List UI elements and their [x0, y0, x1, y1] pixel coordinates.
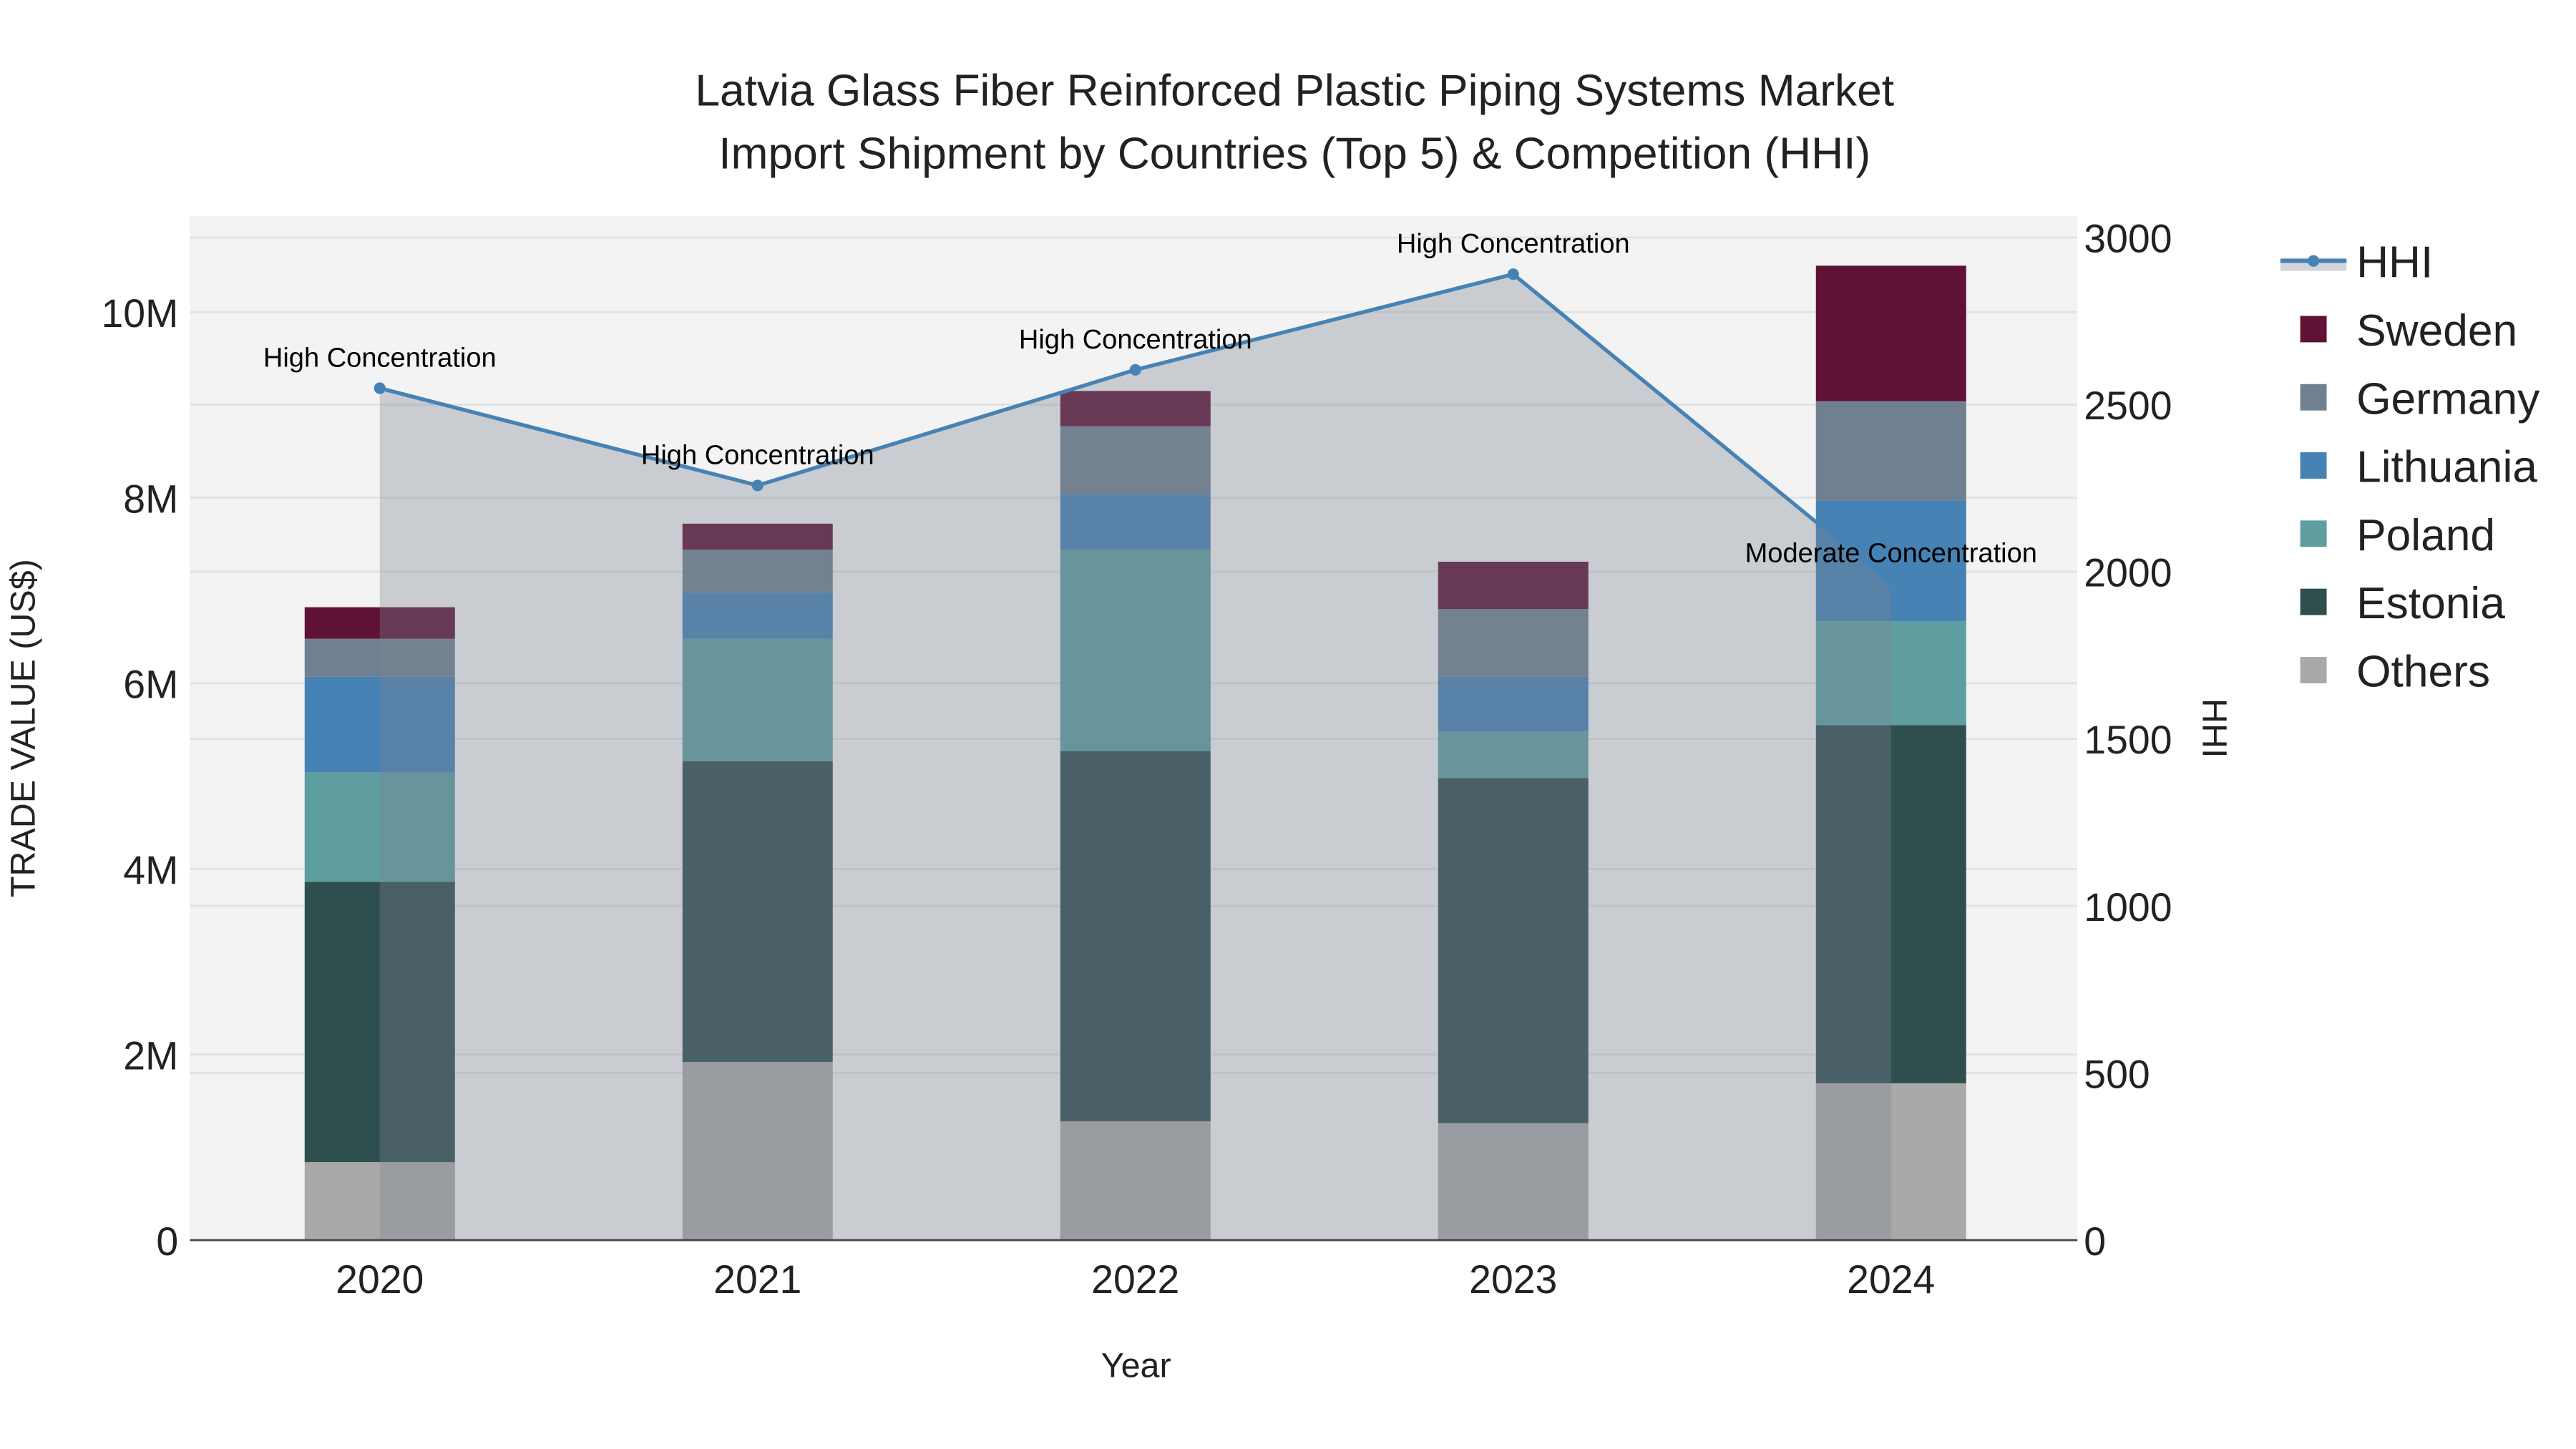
- bar-estonia: [1060, 751, 1211, 1122]
- bar-poland: [1438, 731, 1589, 779]
- legend-swatch-poland: [2300, 520, 2327, 547]
- x-axis-label: Year: [1101, 1347, 1171, 1385]
- hhi-point: [1885, 577, 1897, 590]
- y-axis-label: TRADE VALUE (US$): [4, 559, 42, 897]
- x-tick-label: 2020: [336, 1257, 424, 1302]
- bar-lithuania: [1060, 494, 1211, 550]
- bar-poland: [1815, 621, 1966, 726]
- x-tick-label: 2021: [713, 1257, 801, 1302]
- legend-label-estonia: Estonia: [2356, 579, 2505, 628]
- y2-tick-label: 1000: [2084, 885, 2172, 930]
- legend-swatch-germany: [2300, 384, 2327, 411]
- legend-swatch-estonia: [2300, 588, 2327, 615]
- bar-estonia: [1438, 778, 1589, 1123]
- bar-others: [1438, 1123, 1589, 1241]
- y-tick-label: 0: [156, 1219, 178, 1264]
- chart-title-line1: Latvia Glass Fiber Reinforced Plastic Pi…: [695, 67, 1894, 116]
- hhi-point: [1507, 268, 1519, 280]
- y2-tick-label: 500: [2084, 1052, 2150, 1096]
- bar-others: [682, 1062, 833, 1241]
- legend-label-sweden: Sweden: [2356, 306, 2517, 356]
- bar-poland: [1060, 550, 1211, 751]
- bar-sweden: [682, 523, 833, 550]
- bar-sweden: [1815, 265, 1966, 401]
- y-tick-label: 6M: [123, 663, 178, 707]
- legend-label-poland: Poland: [2356, 511, 2495, 560]
- x-tick-label: 2024: [1847, 1257, 1935, 1302]
- hhi-point: [1129, 364, 1141, 376]
- bar-poland: [682, 638, 833, 761]
- x-tick-label: 2022: [1091, 1257, 1179, 1302]
- bar-germany: [304, 638, 455, 677]
- bar-estonia: [1815, 725, 1966, 1083]
- legend-swatch-others: [2300, 657, 2327, 683]
- hhi-annotation: High Concentration: [263, 343, 497, 373]
- y-tick-label: 10M: [101, 291, 178, 336]
- hhi-annotation: High Concentration: [1397, 229, 1630, 259]
- bar-others: [304, 1162, 455, 1241]
- bar-germany: [1060, 426, 1211, 494]
- hhi-annotation: High Concentration: [1019, 325, 1252, 355]
- bar-poland: [304, 772, 455, 882]
- legend-label-lithuania: Lithuania: [2356, 443, 2537, 492]
- bar-others: [1060, 1121, 1211, 1241]
- legend-label-germany: Germany: [2356, 374, 2540, 424]
- bar-sweden: [1060, 391, 1211, 426]
- bar-germany: [1438, 609, 1589, 677]
- bar-lithuania: [682, 592, 833, 639]
- x-tick-label: 2023: [1469, 1257, 1557, 1302]
- y2-tick-label: 2500: [2084, 384, 2172, 428]
- legend-marker-hhi: [2308, 255, 2320, 267]
- legend-swatch-lithuania: [2300, 452, 2327, 479]
- legend-swatch-sweden: [2300, 316, 2327, 343]
- legend-label-hhi: HHI: [2356, 238, 2433, 288]
- y2-axis-label: HHI: [2195, 698, 2233, 758]
- hhi-area: [379, 274, 1891, 1241]
- bar-germany: [1815, 401, 1966, 501]
- hhi-point: [751, 479, 763, 492]
- y-tick-label: 2M: [123, 1033, 178, 1078]
- y-tick-label: 8M: [123, 477, 178, 521]
- legend-label-others: Others: [2356, 648, 2490, 697]
- y-tick-label: 4M: [123, 848, 178, 892]
- bar-sweden: [304, 607, 455, 639]
- hhi-point: [374, 382, 386, 394]
- y2-tick-label: 0: [2084, 1219, 2106, 1264]
- bar-others: [1815, 1083, 1966, 1241]
- y2-tick-label: 3000: [2084, 217, 2172, 261]
- bar-sweden: [1438, 562, 1589, 610]
- bar-estonia: [304, 882, 455, 1163]
- bar-lithuania: [1438, 676, 1589, 732]
- bar-estonia: [682, 761, 833, 1063]
- y2-tick-label: 1500: [2084, 718, 2172, 762]
- bar-lithuania: [1815, 500, 1966, 622]
- hhi-annotation: High Concentration: [641, 440, 874, 470]
- y2-tick-label: 2000: [2084, 551, 2172, 595]
- bar-lithuania: [304, 676, 455, 773]
- bar-germany: [682, 550, 833, 592]
- chart-title-line2: Import Shipment by Countries (Top 5) & C…: [718, 129, 1870, 178]
- hhi-annotation: Moderate Concentration: [1745, 538, 2037, 568]
